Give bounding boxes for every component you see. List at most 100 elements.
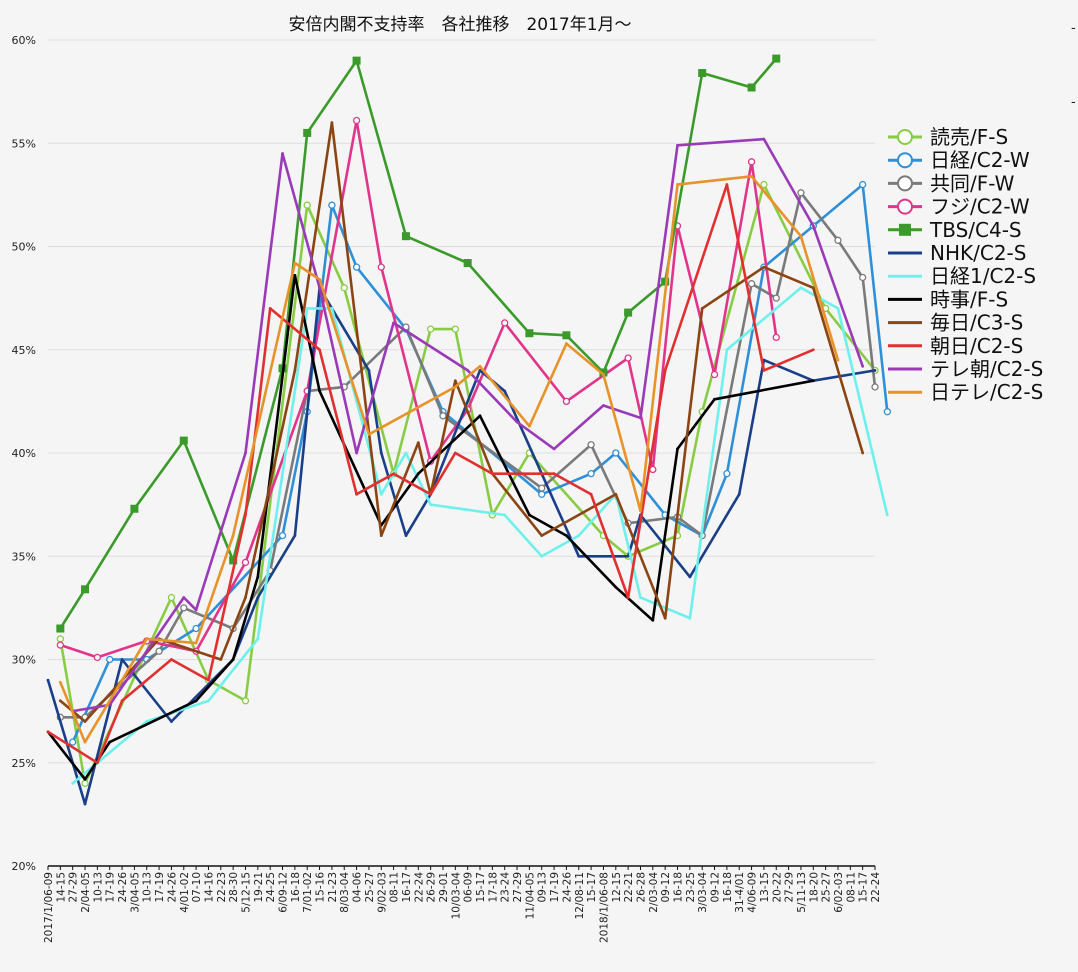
y-tick-label: 25% — [12, 757, 36, 770]
data-point — [478, 369, 482, 372]
data-point — [490, 472, 494, 476]
x-tick-label: 27-29 — [784, 872, 796, 903]
x-tick-label: 22-23 — [216, 872, 228, 903]
series-12 — [58, 174, 840, 744]
data-point — [772, 333, 780, 342]
x-tick-label: 28-30 — [228, 872, 240, 903]
data-point — [83, 777, 87, 781]
data-point — [120, 658, 124, 661]
data-point — [367, 369, 371, 372]
legend-label: 読売/F-S — [930, 125, 1008, 149]
legend-label: テレ朝/C2-S — [930, 357, 1043, 381]
data-point — [651, 618, 655, 622]
legend-item: フジ/C2-W — [888, 195, 1030, 219]
legend-marker — [897, 129, 913, 145]
data-point — [155, 647, 163, 655]
data-point — [278, 531, 287, 540]
legend-label: フジ/C2-W — [930, 195, 1030, 219]
data-point — [515, 420, 519, 424]
legend-label: 朝日/C2-S — [930, 334, 1023, 358]
data-point — [256, 637, 260, 641]
data-point — [429, 492, 433, 496]
chart-title: 安倍内閣不支持率 各社推移 2017年1月〜 — [288, 15, 632, 35]
data-point — [762, 369, 766, 372]
series-11 — [71, 137, 865, 713]
x-tick-label: 27-29 — [512, 872, 524, 903]
data-point — [56, 635, 64, 643]
x-tick-label: 20-22 — [771, 872, 783, 903]
data-point — [799, 234, 803, 238]
data-point — [268, 307, 272, 310]
data-point — [179, 436, 188, 445]
data-point — [241, 558, 250, 567]
data-point — [811, 224, 815, 228]
data-point — [873, 369, 877, 372]
y-tick-label: 60% — [12, 34, 36, 47]
legend-label: 日テレ/C2-S — [930, 380, 1043, 404]
x-tick-label: 17-19 — [154, 872, 166, 903]
data-point — [501, 319, 509, 327]
data-point — [328, 201, 336, 209]
x-tick-label: 09-12 — [710, 872, 722, 903]
x-tick-label: 23-25 — [685, 872, 697, 903]
series-5 — [56, 54, 781, 633]
data-point — [710, 370, 719, 379]
data-point — [256, 596, 260, 599]
data-point — [305, 307, 309, 310]
legend-item: 朝日/C2-S — [888, 334, 1023, 358]
data-point — [639, 596, 642, 599]
y-tick-label: 40% — [12, 447, 36, 460]
data-point — [577, 554, 581, 558]
legend-item: テレ朝/C2-S — [888, 357, 1043, 381]
data-point — [367, 433, 371, 436]
data-point — [589, 492, 593, 496]
data-point — [750, 174, 753, 178]
data-point — [429, 503, 433, 507]
legend-label: 日経/C2-W — [930, 148, 1030, 172]
data-point — [562, 331, 571, 340]
data-point — [392, 321, 396, 325]
data-point — [587, 469, 595, 478]
series-line — [60, 191, 877, 719]
data-point — [182, 596, 186, 599]
data-point — [244, 451, 247, 455]
legend-label: TBS/C4-S — [929, 218, 1022, 242]
x-tick-label: 17-19 — [105, 872, 117, 903]
x-tick-label: 08-11 — [845, 872, 857, 903]
x-tick-label: 4/06-09 — [747, 872, 759, 913]
x-tick-label: 24-26 — [561, 872, 573, 903]
legend-marker — [899, 223, 911, 236]
data-point — [170, 720, 173, 723]
x-tick-label: 3/03-04 — [697, 872, 709, 913]
data-point — [392, 472, 396, 476]
data-point — [170, 658, 173, 661]
x-tick-label: 15-17 — [858, 872, 870, 903]
x-tick-label: 25-27 — [821, 872, 833, 903]
data-point — [231, 534, 235, 537]
x-tick-label: 06-09 — [463, 872, 475, 903]
data-point — [241, 697, 250, 705]
data-point — [330, 307, 334, 310]
x-tick-label: 3/04-05 — [129, 872, 141, 913]
data-point — [478, 364, 482, 368]
data-point — [861, 451, 865, 455]
data-point — [688, 616, 692, 620]
legend-item: 共同/F-W — [888, 171, 1015, 195]
data-point — [663, 369, 667, 372]
data-point — [71, 782, 75, 785]
data-point — [624, 308, 633, 317]
data-point — [747, 280, 756, 288]
series-line — [47, 183, 814, 765]
data-point — [318, 278, 321, 281]
data-point — [451, 325, 459, 333]
x-tick-label: 17-18 — [487, 872, 499, 903]
x-tick-label: 23-24 — [500, 872, 512, 903]
data-point — [762, 265, 766, 269]
data-point — [466, 369, 470, 372]
x-tick-label: 6/02-03 — [833, 872, 845, 913]
data-point — [772, 54, 781, 63]
legend-label: 時事/F-S — [930, 287, 1008, 311]
x-tick-label: 15-17 — [586, 872, 598, 903]
x-tick-label: 2/03-04 — [648, 872, 660, 913]
data-point — [130, 504, 139, 513]
